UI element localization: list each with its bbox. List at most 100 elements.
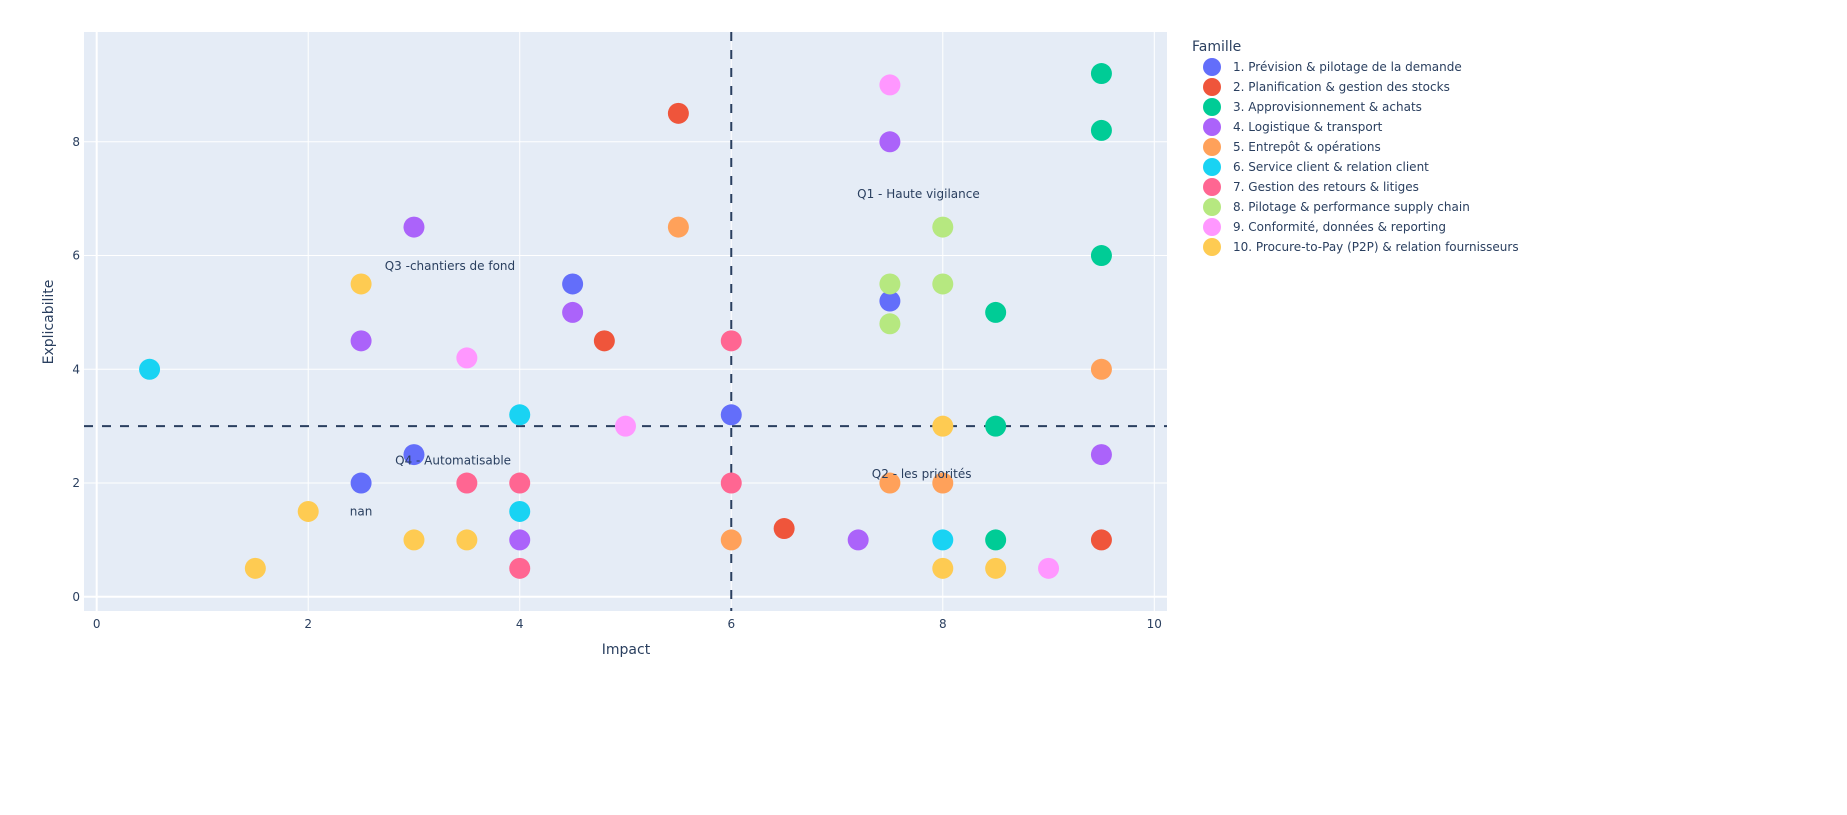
legend-item[interactable]: 7. Gestion des retours & litiges	[1203, 178, 1419, 196]
y-tick-label: 4	[72, 362, 80, 376]
data-point[interactable]	[593, 330, 615, 352]
data-point[interactable]	[985, 301, 1007, 323]
legend-marker	[1203, 218, 1221, 236]
data-point[interactable]	[562, 273, 584, 295]
legend-label: 5. Entrepôt & opérations	[1233, 140, 1381, 154]
y-tick-label: 8	[72, 135, 80, 149]
data-point[interactable]	[509, 500, 531, 522]
data-point[interactable]	[932, 216, 954, 238]
data-point[interactable]	[932, 415, 954, 437]
legend-label: 2. Planification & gestion des stocks	[1233, 80, 1450, 94]
legend-marker	[1203, 198, 1221, 216]
data-point[interactable]	[720, 472, 742, 494]
y-tick-label: 2	[72, 476, 80, 490]
data-point[interactable]	[667, 216, 689, 238]
data-point[interactable]	[350, 330, 372, 352]
legend-item[interactable]: 5. Entrepôt & opérations	[1203, 138, 1381, 156]
data-point[interactable]	[509, 404, 531, 426]
data-point[interactable]	[456, 347, 478, 369]
data-point[interactable]	[847, 529, 869, 551]
series-8	[879, 216, 954, 335]
legend-marker	[1203, 78, 1221, 96]
legend-marker	[1203, 98, 1221, 116]
data-point[interactable]	[879, 273, 901, 295]
data-point[interactable]	[1090, 444, 1112, 466]
series-3	[985, 63, 1112, 551]
data-point[interactable]	[456, 529, 478, 551]
y-tick-label: 0	[72, 590, 80, 604]
legend-label: 8. Pilotage & performance supply chain	[1233, 200, 1470, 214]
quadrant-annotation: Q2 - les priorités	[872, 467, 972, 481]
legend[interactable]: Famille 1. Prévision & pilotage de la de…	[1192, 39, 1519, 256]
series-9	[456, 74, 1060, 579]
data-point[interactable]	[403, 529, 425, 551]
data-point[interactable]	[297, 500, 319, 522]
series-4	[350, 131, 1112, 551]
data-point[interactable]	[932, 529, 954, 551]
data-point[interactable]	[350, 273, 372, 295]
data-point[interactable]	[509, 557, 531, 579]
data-point[interactable]	[1090, 119, 1112, 141]
legend-marker	[1203, 138, 1221, 156]
x-tick-label: 6	[727, 617, 735, 631]
legend-title: Famille	[1192, 39, 1241, 55]
data-point[interactable]	[879, 131, 901, 153]
quadrant-annotation: Q3 -chantiers de fond	[385, 259, 515, 273]
legend-marker	[1203, 178, 1221, 196]
data-point[interactable]	[985, 415, 1007, 437]
series-6	[139, 358, 954, 551]
legend-label: 4. Logistique & transport	[1233, 120, 1383, 134]
plot-background	[84, 32, 1167, 611]
legend-item[interactable]: 2. Planification & gestion des stocks	[1203, 78, 1450, 96]
quadrant-annotation: Q1 - Haute vigilance	[857, 187, 980, 201]
data-point[interactable]	[244, 557, 266, 579]
data-point[interactable]	[720, 330, 742, 352]
data-point[interactable]	[403, 216, 425, 238]
data-point[interactable]	[985, 529, 1007, 551]
legend-item[interactable]: 9. Conformité, données & reporting	[1203, 218, 1446, 236]
data-point[interactable]	[773, 518, 795, 540]
legend-label: 7. Gestion des retours & litiges	[1233, 180, 1419, 194]
data-point[interactable]	[879, 313, 901, 335]
data-point[interactable]	[509, 529, 531, 551]
data-point[interactable]	[562, 301, 584, 323]
data-point[interactable]	[1090, 245, 1112, 267]
quadrant-annotation: nan	[350, 504, 373, 518]
data-point[interactable]	[456, 472, 478, 494]
data-point[interactable]	[1090, 63, 1112, 85]
legend-item[interactable]: 4. Logistique & transport	[1203, 118, 1383, 136]
data-point[interactable]	[932, 557, 954, 579]
data-point[interactable]	[932, 472, 954, 494]
data-point[interactable]	[932, 273, 954, 295]
legend-label: 3. Approvisionnement & achats	[1233, 100, 1422, 114]
series-1	[350, 273, 901, 494]
legend-item[interactable]: 1. Prévision & pilotage de la demande	[1203, 58, 1462, 76]
data-point[interactable]	[615, 415, 636, 437]
data-point[interactable]	[985, 557, 1007, 579]
data-point[interactable]	[879, 472, 901, 494]
data-point[interactable]	[1038, 557, 1060, 579]
data-point[interactable]	[720, 404, 742, 426]
data-point[interactable]	[879, 290, 901, 312]
data-point[interactable]	[667, 102, 689, 124]
data-point[interactable]	[350, 472, 372, 494]
data-point[interactable]	[879, 74, 901, 96]
series-10	[244, 273, 1007, 579]
data-point[interactable]	[1090, 529, 1112, 551]
legend-item[interactable]: 8. Pilotage & performance supply chain	[1203, 198, 1470, 216]
legend-item[interactable]: 3. Approvisionnement & achats	[1203, 98, 1422, 116]
legend-item[interactable]: 6. Service client & relation client	[1203, 158, 1429, 176]
x-tick-label: 0	[93, 617, 101, 631]
legend-label: 9. Conformité, données & reporting	[1233, 220, 1446, 234]
legend-item[interactable]: 10. Procure-to-Pay (P2P) & relation four…	[1203, 238, 1519, 256]
legend-marker	[1203, 238, 1221, 256]
data-point[interactable]	[720, 529, 742, 551]
x-tick-label: 8	[939, 617, 947, 631]
legend-marker	[1203, 158, 1221, 176]
x-tick-label: 4	[516, 617, 524, 631]
data-point[interactable]	[139, 358, 161, 380]
data-point[interactable]	[509, 472, 531, 494]
x-tick-label: 2	[304, 617, 312, 631]
data-point[interactable]	[403, 444, 425, 466]
data-point[interactable]	[1090, 358, 1112, 380]
